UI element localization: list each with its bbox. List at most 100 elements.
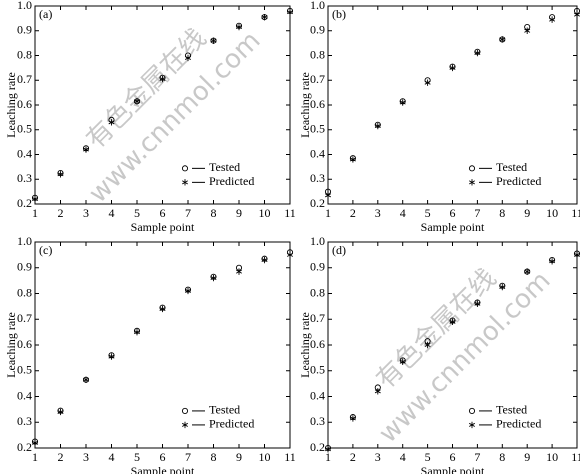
y-axis-label: Leaching rate <box>298 72 312 138</box>
x-axis-label: Sample point <box>421 464 485 474</box>
predicted-point <box>134 328 140 336</box>
legend-label: Predicted <box>496 417 541 431</box>
y-tick-label: 1.0 <box>17 234 32 248</box>
predicted-point <box>185 54 191 62</box>
legend-label: Tested <box>496 160 527 174</box>
predicted-point <box>236 23 242 31</box>
predicted-point <box>185 287 191 295</box>
x-axis-label: Sample point <box>421 220 485 234</box>
x-tick-label: 7 <box>474 206 480 220</box>
y-tick-label: 0.7 <box>310 311 325 325</box>
predicted-point <box>210 37 217 44</box>
x-tick-label: 2 <box>350 206 356 220</box>
predicted-point <box>574 11 580 18</box>
predicted-point <box>349 415 356 422</box>
predicted-point <box>287 251 293 259</box>
legend-label: Predicted <box>496 174 541 188</box>
y-tick-label: 0.5 <box>17 363 32 377</box>
x-tick-label: 6 <box>160 450 166 464</box>
predicted-point <box>182 179 188 186</box>
legend-label: Predicted <box>209 174 254 188</box>
y-tick-label: 0.8 <box>310 285 325 299</box>
x-tick-label: 10 <box>546 206 558 220</box>
predicted-point <box>83 146 89 153</box>
x-tick-label: 8 <box>211 450 217 464</box>
x-tick-label: 10 <box>259 450 271 464</box>
panel-label: (d) <box>332 243 346 257</box>
x-tick-label: 5 <box>134 450 140 464</box>
legend-label: Tested <box>209 160 240 174</box>
predicted-point <box>499 36 506 43</box>
x-tick-label: 7 <box>474 450 480 464</box>
predicted-point <box>549 16 556 23</box>
predicted-point <box>325 446 331 453</box>
y-tick-label: 0.4 <box>310 146 325 160</box>
predicted-point <box>449 64 456 72</box>
y-tick-label: 0.9 <box>17 23 32 37</box>
y-tick-label: 0.2 <box>17 196 32 210</box>
y-tick-label: 0.3 <box>310 171 325 185</box>
x-tick-label: 8 <box>211 206 217 220</box>
y-axis-label: Leaching rate <box>4 312 18 378</box>
y-tick-label: 0.8 <box>17 285 32 299</box>
y-tick-label: 0.2 <box>310 196 325 210</box>
y-tick-label: 0.2 <box>17 440 32 454</box>
x-tick-label: 3 <box>83 450 89 464</box>
predicted-point <box>210 274 217 282</box>
y-tick-label: 0.8 <box>310 47 325 61</box>
predicted-point <box>32 439 38 447</box>
panel: 1 2 3 4 5 6 7 8 9 10 11 0.2 0.3 0.4 0.5 0.6 0.7 0.8 0.9 1.0… <box>298 0 580 234</box>
x-tick-label: 5 <box>134 206 140 220</box>
x-axis-label: Sample point <box>131 220 195 234</box>
predicted-point <box>236 268 242 275</box>
predicted-point <box>424 79 431 86</box>
x-tick-label: 6 <box>450 450 456 464</box>
x-tick-label: 8 <box>499 206 505 220</box>
x-tick-label: 4 <box>109 206 115 220</box>
x-tick-label: 3 <box>83 206 89 220</box>
y-tick-label: 0.7 <box>310 72 325 86</box>
x-tick-label: 5 <box>425 206 431 220</box>
predicted-point <box>399 99 406 106</box>
x-tick-label: 2 <box>58 450 64 464</box>
x-tick-label: 1 <box>32 450 38 464</box>
x-tick-label: 9 <box>236 450 242 464</box>
y-tick-label: 0.8 <box>17 47 32 61</box>
y-axis-label: Leaching rate <box>4 72 18 138</box>
predicted-point <box>287 8 293 16</box>
predicted-point <box>108 119 115 126</box>
y-tick-label: 0.4 <box>17 146 32 160</box>
predicted-point <box>424 341 431 349</box>
x-tick-label: 2 <box>58 206 64 220</box>
predicted-point <box>349 156 356 163</box>
x-tick-label: 11 <box>284 450 296 464</box>
y-tick-label: 0.2 <box>310 440 325 454</box>
predicted-point <box>474 49 481 57</box>
predicted-point <box>83 376 89 383</box>
x-tick-label: 1 <box>325 206 331 220</box>
x-tick-label: 10 <box>546 450 558 464</box>
predicted-point <box>549 258 556 265</box>
x-tick-label: 7 <box>185 450 191 464</box>
y-tick-label: 1.0 <box>17 0 32 12</box>
predicted-point <box>108 353 115 360</box>
predicted-point <box>32 195 38 203</box>
y-tick-label: 0.9 <box>17 260 32 274</box>
x-tick-label: 4 <box>109 450 115 464</box>
predicted-point <box>261 256 268 264</box>
x-tick-label: 7 <box>185 206 191 220</box>
x-tick-label: 11 <box>571 450 580 464</box>
y-tick-label: 0.6 <box>17 337 32 351</box>
predicted-point <box>374 388 381 395</box>
x-axis-label: Sample point <box>131 464 195 474</box>
predicted-point <box>182 421 188 429</box>
panel: 1 2 3 4 5 6 7 8 9 10 11 0.2 0.3 0.4 0.5 0.6 0.7 0.8 0.9 1.0… <box>4 234 296 474</box>
y-tick-label: 0.3 <box>310 414 325 428</box>
predicted-point <box>574 251 580 259</box>
x-tick-label: 2 <box>350 450 356 464</box>
predicted-point <box>261 13 268 21</box>
predicted-point <box>325 192 331 199</box>
